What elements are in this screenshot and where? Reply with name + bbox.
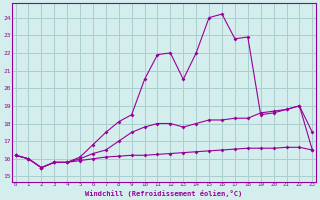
X-axis label: Windchill (Refroidissement éolien,°C): Windchill (Refroidissement éolien,°C) xyxy=(85,190,243,197)
